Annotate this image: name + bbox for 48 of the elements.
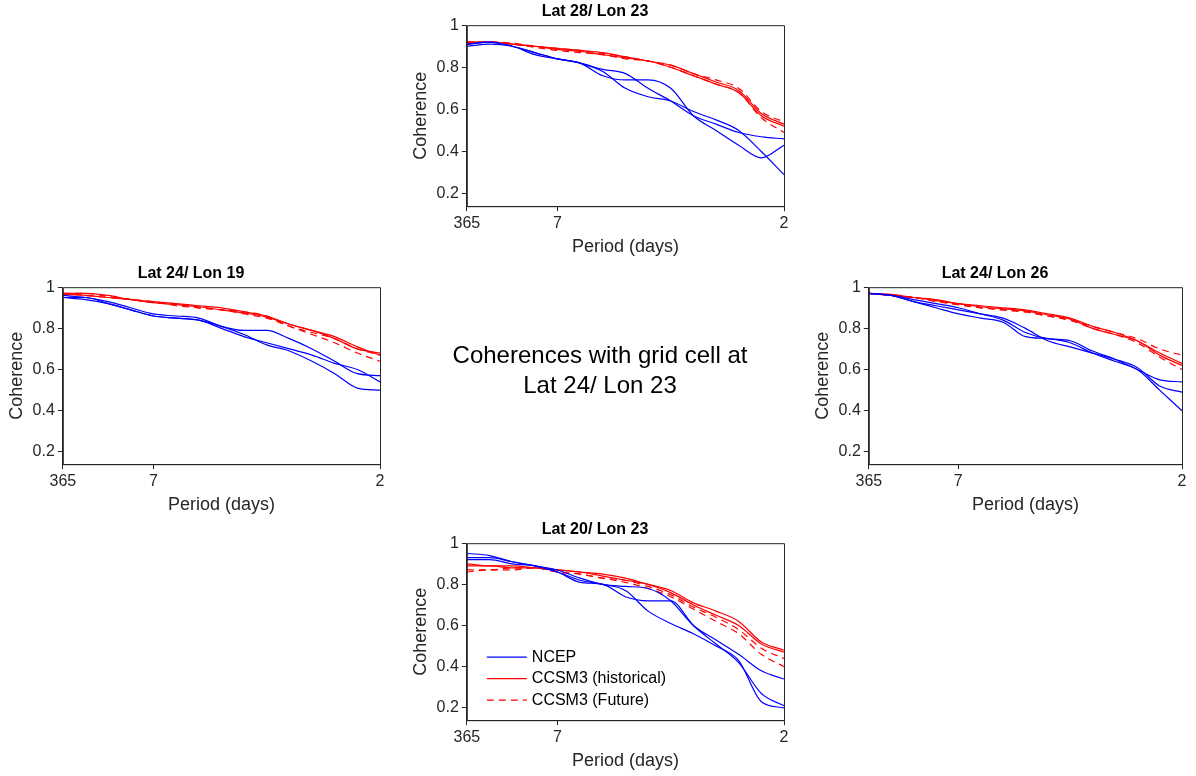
x-tick-label: 365 — [453, 728, 481, 746]
x-axis-title: Period (days) — [571, 236, 679, 257]
text: Coherences with grid cell at Lat 24/ Lon 23 — [451, 340, 749, 400]
x-axis-title: Period (days) — [571, 750, 679, 771]
y-tick-label: 0.4 — [436, 657, 459, 675]
x-tick-label: 365 — [49, 472, 77, 490]
x-tick-label: 365 — [855, 472, 883, 490]
x-tick-label: 2 — [375, 472, 385, 490]
legend-label: CCSM3 (historical) — [531, 669, 667, 687]
x-tick-label: 2 — [779, 728, 789, 746]
x-tick-label: 7 — [953, 472, 963, 490]
x-tick-label: 7 — [149, 472, 159, 490]
x-tick-label: 2 — [779, 214, 789, 232]
y-tick-label: 0.6 — [838, 359, 861, 377]
legend-label: CCSM3 (Future) — [531, 690, 650, 708]
y-tick-label: 0.8 — [436, 574, 459, 592]
y-tick-label: 1 — [449, 15, 459, 33]
x-tick-label: 365 — [453, 214, 481, 232]
y-tick-label: 0.2 — [838, 442, 861, 460]
y-axis-title: Coherence — [811, 331, 832, 420]
y-tick-label: 0.2 — [436, 698, 459, 716]
y-tick-label: 0.6 — [32, 359, 55, 377]
x-axis-title: Period (days) — [971, 494, 1079, 515]
y-tick-label: 0.4 — [436, 141, 459, 159]
legend-label: NCEP — [531, 647, 577, 665]
y-tick-label: 1 — [851, 277, 861, 295]
chart-title: Lat 28/ Lon 23 — [541, 2, 649, 20]
x-tick-label: 7 — [553, 728, 563, 746]
y-tick-label: 1 — [449, 533, 459, 551]
x-tick-label: 7 — [553, 214, 563, 232]
y-tick-label: 0.6 — [436, 615, 459, 633]
y-tick-label: 0.4 — [838, 401, 861, 419]
y-axis-title: Coherence — [409, 587, 430, 676]
y-tick-label: 0.8 — [436, 57, 459, 75]
y-tick-label: 0.8 — [32, 318, 55, 336]
y-tick-label: 1 — [45, 277, 55, 295]
chart-title: Lat 24/ Lon 26 — [941, 264, 1049, 282]
y-tick-label: 0.2 — [32, 442, 55, 460]
chart-title: Lat 24/ Lon 19 — [137, 264, 245, 282]
y-tick-label: 0.8 — [838, 318, 861, 336]
chart-title: Lat 20/ Lon 23 — [541, 520, 649, 538]
x-axis-title: Period (days) — [167, 494, 275, 515]
y-axis-title: Coherence — [409, 71, 430, 160]
y-tick-label: 0.6 — [436, 99, 459, 117]
y-tick-label: 0.2 — [436, 183, 459, 201]
y-axis-title: Coherence — [5, 331, 26, 420]
y-tick-label: 0.4 — [32, 401, 55, 419]
x-tick-label: 2 — [1177, 472, 1187, 490]
